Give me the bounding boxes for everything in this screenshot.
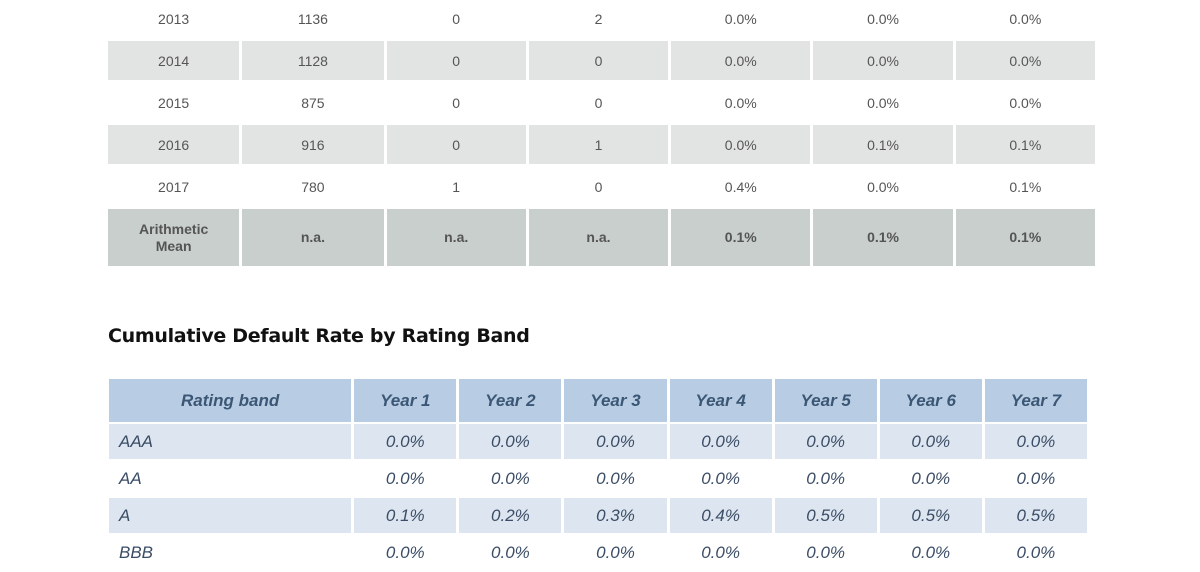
column-header: Year 5 xyxy=(774,379,877,422)
table-row: A 0.1% 0.2% 0.3% 0.4% 0.5% 0.5% 0.5% xyxy=(109,498,1087,533)
rate-cell: 0.0% xyxy=(671,125,811,164)
rate-cell: 0.0% xyxy=(724,94,757,111)
count-cell: 916 xyxy=(242,125,384,164)
rate-cell: 0.0% xyxy=(774,424,877,459)
table-row: 2016 916 0 1 0.0% 0.1% 0.1% xyxy=(108,125,1095,164)
table-row: 2013 1136 0 2 0.0% 0.0% 0.0% xyxy=(108,0,1095,38)
table-row: 2015 875 0 0 0.0% 0.0% 0.0% xyxy=(108,83,1095,122)
rate-cell: 0.0% xyxy=(806,468,846,488)
annual-default-table: 2013 1136 0 2 0.0% 0.0% 0.0% 2014 1128 0… xyxy=(105,0,1098,269)
rating-band-cell: AAA xyxy=(109,424,352,459)
rate-cell: 0.3% xyxy=(564,498,667,533)
rate-cell: 0.0% xyxy=(491,468,530,488)
mean-count-cell: n.a. xyxy=(242,209,384,266)
column-header: Year 6 xyxy=(879,379,982,422)
mean-value-cell: n.a. xyxy=(528,209,669,266)
rating-band-cell: BBB xyxy=(119,542,154,562)
value-cell: 0 xyxy=(386,125,526,164)
rate-cell: 0.0% xyxy=(867,178,899,195)
mean-rate-cell: 0.1% xyxy=(671,209,811,266)
rate-cell: 0.0% xyxy=(385,542,425,562)
value-cell: 0 xyxy=(386,41,526,80)
count-cell: 875 xyxy=(301,94,325,111)
column-header: Year 7 xyxy=(984,379,1087,422)
rate-cell: 0.0% xyxy=(564,424,667,459)
rate-cell: 0.0% xyxy=(911,468,951,488)
year-cell: 2015 xyxy=(158,94,190,111)
rate-cell: 0.0% xyxy=(1016,468,1056,488)
rate-cell: 0.1% xyxy=(354,498,457,533)
mean-value-cell: n.a. xyxy=(386,209,526,266)
column-header: Rating band xyxy=(109,379,352,422)
mean-label-line2: Mean xyxy=(155,237,192,254)
rate-cell: 0.0% xyxy=(724,10,757,27)
rate-cell: 0.0% xyxy=(459,424,562,459)
rate-cell: 0.0% xyxy=(385,468,425,488)
mean-label-line1: Arithmetic xyxy=(139,220,209,237)
mean-rate-cell: 0.1% xyxy=(813,209,953,266)
rate-cell: 0.1% xyxy=(1009,178,1042,195)
table-row: 2014 1128 0 0 0.0% 0.0% 0.0% xyxy=(108,41,1095,80)
value-cell: 0 xyxy=(528,41,669,80)
rate-cell: 0.0% xyxy=(1009,94,1042,111)
rate-cell: 0.0% xyxy=(911,542,951,562)
value-cell: 0 xyxy=(594,94,603,111)
rating-band-cell: AA xyxy=(119,468,142,488)
value-cell: 0 xyxy=(452,10,461,27)
rate-cell: 0.5% xyxy=(774,498,877,533)
mean-label: Arithmetic Mean xyxy=(108,209,240,266)
value-cell: 1 xyxy=(452,178,461,195)
rate-cell: 0.0% xyxy=(955,41,1095,80)
rating-band-cell: A xyxy=(109,498,352,533)
column-header: Year 3 xyxy=(564,379,667,422)
value-cell: 2 xyxy=(594,10,603,27)
value-cell: 1 xyxy=(528,125,669,164)
section-heading: Cumulative Default Rate by Rating Band xyxy=(108,325,530,347)
table-row: AA 0.0% 0.0% 0.0% 0.0% 0.0% 0.0% 0.0% xyxy=(109,461,1087,496)
rate-cell: 0.5% xyxy=(984,498,1087,533)
rate-cell: 0.0% xyxy=(671,41,811,80)
rate-cell: 0.1% xyxy=(813,125,953,164)
year-cell: 2014 xyxy=(108,41,240,80)
table-row: BBB 0.0% 0.0% 0.0% 0.0% 0.0% 0.0% 0.0% xyxy=(109,535,1087,570)
rate-cell: 0.0% xyxy=(669,424,772,459)
rate-cell: 0.0% xyxy=(879,424,982,459)
column-header: Year 2 xyxy=(459,379,562,422)
rate-cell: 0.0% xyxy=(701,542,740,562)
table-row: AAA 0.0% 0.0% 0.0% 0.0% 0.0% 0.0% 0.0% xyxy=(109,424,1087,459)
year-cell: 2017 xyxy=(158,178,190,195)
header-row: Rating band Year 1 Year 2 Year 3 Year 4 … xyxy=(109,379,1087,422)
mean-row: Arithmetic Mean n.a. n.a. n.a. 0.1% 0.1%… xyxy=(108,209,1095,266)
rate-cell: 0.0% xyxy=(1016,542,1056,562)
rate-cell: 0.0% xyxy=(867,94,899,111)
count-cell: 780 xyxy=(301,178,325,195)
rate-cell: 0.1% xyxy=(955,125,1095,164)
rate-cell: 0.5% xyxy=(879,498,982,533)
rate-cell: 0.0% xyxy=(596,468,635,488)
year-cell: 2016 xyxy=(108,125,240,164)
rate-cell: 0.0% xyxy=(806,542,846,562)
column-header: Year 1 xyxy=(354,379,457,422)
value-cell: 0 xyxy=(452,94,461,111)
rate-cell: 0.4% xyxy=(669,498,772,533)
year-cell: 2013 xyxy=(158,10,190,27)
rate-cell: 0.0% xyxy=(1009,10,1042,27)
table-row: 2017 780 1 0 0.4% 0.0% 0.1% xyxy=(108,167,1095,206)
rate-cell: 0.4% xyxy=(724,178,757,195)
value-cell: 0 xyxy=(594,178,603,195)
rate-cell: 0.0% xyxy=(491,542,530,562)
cumulative-default-table: Rating band Year 1 Year 2 Year 3 Year 4 … xyxy=(106,377,1090,572)
rate-cell: 0.0% xyxy=(813,41,953,80)
rate-cell: 0.0% xyxy=(867,10,899,27)
rate-cell: 0.0% xyxy=(596,542,635,562)
rate-cell: 0.0% xyxy=(354,424,457,459)
count-cell: 1136 xyxy=(297,10,328,27)
rate-cell: 0.0% xyxy=(701,468,740,488)
count-cell: 1128 xyxy=(242,41,384,80)
rate-cell: 0.0% xyxy=(984,424,1087,459)
rate-cell: 0.2% xyxy=(459,498,562,533)
column-header: Year 4 xyxy=(669,379,772,422)
mean-rate-cell: 0.1% xyxy=(955,209,1095,266)
